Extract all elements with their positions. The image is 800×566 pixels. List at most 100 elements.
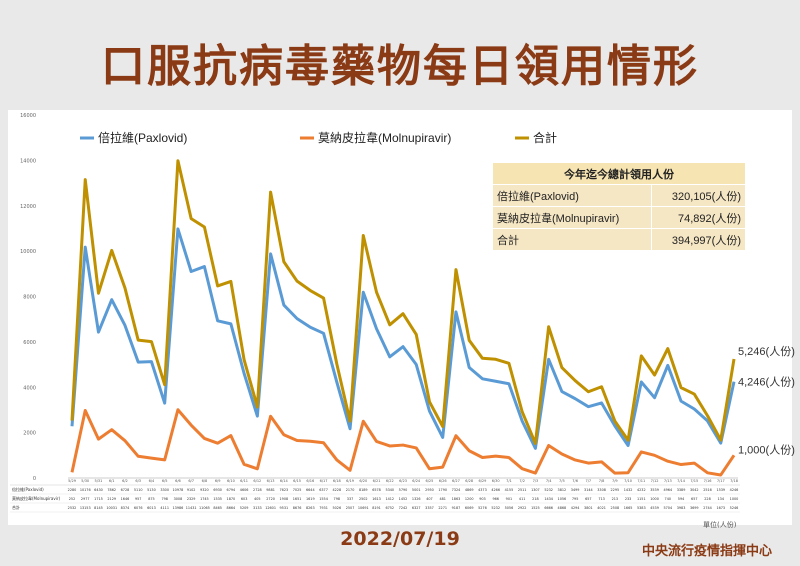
table-cell: 657 [691, 497, 697, 501]
x-tick-label: 6/23 [399, 479, 407, 483]
x-tick-label: 6/24 [412, 479, 421, 483]
table-cell: 798 [161, 497, 167, 501]
legend-label: 莫納皮拉韋(Molnupiravir) [318, 130, 451, 145]
x-tick-label: 6/25 [426, 479, 434, 483]
x-tick-label: 7/18 [730, 479, 738, 483]
table-cell: 213 [612, 497, 618, 501]
table-cell: 1863 [452, 497, 461, 501]
y-tick-label: 8000 [23, 295, 36, 301]
table-cell: 1000 [650, 497, 659, 501]
table-cell: 903 [479, 497, 485, 501]
x-tick-label: 6/30 [492, 479, 500, 483]
table-cell: 1613 [372, 497, 381, 501]
table-cell: 3308 [597, 488, 606, 492]
x-tick-label: 7/17 [717, 479, 725, 483]
table-cell: 2728 [253, 488, 262, 492]
x-tick-label: 6/19 [346, 479, 354, 483]
table-cell: 2532 [68, 506, 77, 510]
table-cell: 8263 [306, 506, 315, 510]
table-cell: 1619 [306, 497, 315, 501]
x-tick-label: 6/10 [227, 479, 235, 483]
table-cell: 1908 [280, 497, 289, 501]
table-cell: 9187 [452, 506, 461, 510]
table-cell: 5704 [663, 506, 672, 510]
x-tick-label: 6/18 [333, 479, 341, 483]
table-cell: 901 [506, 497, 512, 501]
x-tick-label: 6/5 [162, 479, 168, 483]
annotation-label: 1,000(人份) [738, 443, 795, 456]
table-cell: 7623 [280, 488, 289, 492]
x-tick-label: 7/16 [704, 479, 712, 483]
table-cell: 337 [347, 497, 353, 501]
table-cell: 9102 [187, 488, 196, 492]
table-cell: 2720 [266, 497, 275, 501]
summary-row: 莫納皮拉韋(Molnupiravir) 74,892(人份) [492, 206, 747, 229]
table-cell: 5130 [147, 488, 156, 492]
y-tick-label: 10000 [20, 249, 36, 255]
x-tick-label: 6/9 [215, 479, 221, 483]
table-cell: 4246 [730, 488, 739, 492]
table-cell: 218 [532, 497, 538, 501]
x-tick-label: 7/5 [559, 479, 565, 483]
report-date: 2022/07/19 [340, 528, 460, 550]
x-tick-label: 6/15 [293, 479, 301, 483]
table-cell: 6930 [213, 488, 222, 492]
table-cell: 603 [241, 497, 247, 501]
table-cell: 4294 [571, 506, 580, 510]
table-cell: 6578 [372, 488, 381, 492]
x-tick-label: 6/13 [267, 479, 275, 483]
table-cell: 8374 [121, 506, 130, 510]
table-cell: 2295 [611, 488, 620, 492]
x-tick-label: 7/12 [651, 479, 659, 483]
table-cell: 4155 [505, 488, 514, 492]
table-cell: 4111 [160, 506, 169, 510]
table-cell: 740 [665, 497, 671, 501]
x-tick-label: 6/20 [359, 479, 367, 483]
table-row-label: 合計 [12, 504, 20, 510]
annotation-label: 5,246(人份) [738, 345, 795, 358]
table-cell: 6069 [465, 506, 474, 510]
table-cell: 875 [148, 497, 154, 501]
x-tick-label: 6/4 [149, 479, 155, 483]
table-cell: 4021 [597, 506, 606, 510]
summary-value: 74,892(人份) [650, 206, 747, 229]
table-cell: 7862 [107, 488, 116, 492]
y-tick-label: 0 [33, 476, 36, 482]
table-cell: 2329 [187, 497, 196, 501]
table-cell: 2508 [611, 506, 620, 510]
x-tick-label: 7/9 [612, 479, 618, 483]
table-cell: 798 [334, 497, 340, 501]
x-tick-label: 7/13 [664, 479, 672, 483]
table-cell: 9320 [200, 488, 209, 492]
summary-row: 合計 394,997(人份) [492, 228, 747, 251]
table-cell: 2502 [359, 497, 368, 501]
table-cell: 2280 [68, 488, 77, 492]
table-cell: 5232 [544, 488, 553, 492]
table-cell: 3499 [571, 488, 580, 492]
x-tick-label: 6/17 [320, 479, 328, 483]
table-cell: 3133 [253, 506, 262, 510]
x-tick-label: 6/22 [386, 479, 394, 483]
table-cell: 6728 [121, 488, 130, 492]
summary-label: 莫納皮拉韋(Molnupiravir) [492, 206, 652, 229]
legend-label: 倍拉維(Paxlovid) [98, 130, 187, 145]
x-tick-label: 7/2 [519, 479, 525, 483]
table-cell: 5232 [491, 506, 500, 510]
table-cell: 1200 [465, 497, 474, 501]
table-cell: 713 [598, 497, 604, 501]
summary-value: 320,105(人份) [650, 184, 747, 207]
table-cell: 2977 [81, 497, 90, 501]
table-cell: 5383 [637, 506, 646, 510]
table-cell: 2170 [346, 488, 355, 492]
table-cell: 10031 [106, 506, 117, 510]
table-cell: 13153 [80, 506, 91, 510]
table-cell: 10691 [358, 506, 369, 510]
summary-label: 倍拉維(Paxlovid) [492, 184, 652, 207]
table-cell: 407 [426, 497, 432, 501]
table-cell: 8465 [213, 506, 222, 510]
table-cell: 1651 [293, 497, 302, 501]
table-cell: 1646 [121, 497, 130, 501]
y-tick-label: 12000 [20, 204, 36, 210]
table-cell: 1554 [319, 497, 328, 501]
